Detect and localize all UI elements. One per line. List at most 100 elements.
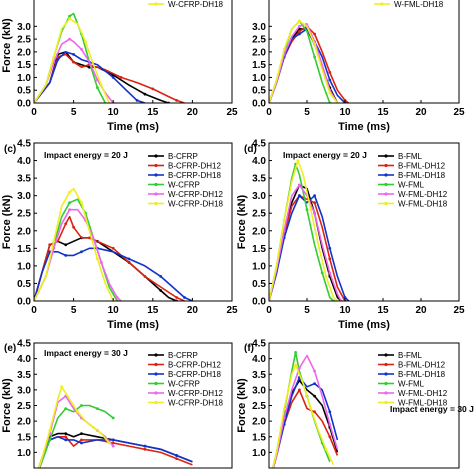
x-axis-label: Time (ms) [107, 319, 159, 331]
y-tick-label: 3.0 [17, 385, 31, 396]
y-tick-label: 4.5 [252, 139, 266, 150]
data-point [298, 32, 301, 36]
legend-marker [384, 372, 388, 376]
data-point [64, 222, 68, 226]
y-tick-label: 2.5 [17, 401, 31, 412]
data-point [80, 432, 83, 435]
data-point [99, 261, 103, 264]
x-tick-label: 5 [71, 305, 77, 316]
legend-entry: B-CFRP [168, 351, 198, 360]
y-tick-label: 3.0 [17, 22, 31, 33]
x-tick-label: 0 [31, 305, 37, 316]
impact-energy-annotation: Impact energy = 20 J [44, 150, 128, 160]
legend-entry: B-FML [398, 351, 423, 360]
data-point [64, 407, 68, 410]
legend-marker [154, 201, 158, 206]
y-tick-label: 1.0 [17, 73, 31, 84]
series-line-c-4 [34, 208, 122, 301]
y-tick-label: 2.5 [17, 209, 31, 220]
data-point [298, 388, 301, 392]
legend-marker [154, 362, 158, 367]
series-line-b-4 [269, 23, 339, 103]
y-tick-label: 0.5 [252, 86, 266, 97]
x-tick-label: 20 [187, 305, 199, 316]
y-tick-label: 2.0 [252, 47, 266, 58]
data-point [68, 14, 71, 18]
data-point [96, 78, 99, 82]
y-tick-label: 2.5 [252, 35, 266, 46]
legend-marker [154, 154, 158, 158]
data-point [111, 438, 115, 442]
data-point [48, 243, 52, 247]
legend: B-FMLB-FML-DH12B-FML-DH18W-FMLW-FML-DH12… [378, 351, 448, 408]
data-point [313, 194, 316, 198]
data-point [64, 435, 68, 439]
data-point [313, 211, 316, 215]
data-point [328, 271, 332, 275]
x-tick-label: 10 [108, 305, 120, 316]
data-point [282, 47, 286, 51]
panel-label: (d) [244, 144, 257, 155]
x-axis-label: Time (ms) [338, 121, 390, 133]
data-point [96, 257, 99, 261]
legend-entry: B-CFRP-DH18 [168, 171, 221, 180]
legend: B-CFRPB-CFRP-DH12B-CFRP-DH18W-CFRPW-CFRP… [148, 152, 224, 209]
x-tick-label: 0 [266, 305, 272, 316]
y-tick-label: 2.5 [17, 35, 31, 46]
panel-b: 0.0 0.5 1.0 1.5 2.02.5 3.0 0 5 10 15 20 25 Time (ms)… [252, 0, 465, 133]
legend-entry: B-CFRP-DH12 [168, 162, 221, 171]
legend-entry: W-FML [398, 380, 425, 389]
panel-c: 0.0 0.5 1.0 1.5 2.0 2.5 3.0 3.5 4.0 4.5 0 5 10 15 20 25… [1, 139, 238, 332]
x-tick-label: 25 [226, 305, 238, 316]
series-line-f-4 [272, 354, 339, 468]
x-tick-label: 15 [147, 305, 159, 316]
data-point [298, 19, 301, 23]
series-group [34, 187, 193, 301]
data-point [159, 289, 163, 292]
legend-entry: W-CFRP-DH18 [168, 200, 224, 209]
y-tick-label: 0.0 [252, 99, 266, 110]
data-point [313, 32, 316, 36]
series-line-c-5 [34, 187, 114, 301]
data-point [282, 407, 286, 410]
legend-marker [384, 163, 388, 168]
data-point [111, 441, 115, 445]
y-axis-label: Force (kN) [236, 194, 248, 249]
data-point [64, 438, 68, 442]
y-axis-label: Force (kN) [1, 18, 13, 73]
legend: B-CFRPB-CFRP-DH12B-CFRP-DH18W-CFRPW-CFRP… [148, 351, 224, 408]
x-tick-label: 5 [304, 107, 310, 118]
y-tick-label: 1.0 [252, 73, 266, 84]
axes-frame [268, 0, 460, 104]
data-point [298, 30, 301, 33]
series-line-a-4 [34, 38, 114, 103]
data-point [294, 363, 297, 367]
legend-marker [154, 353, 158, 357]
data-point [80, 441, 83, 445]
data-point [313, 42, 316, 46]
legend-entry: W-CFRP-DH18 [168, 399, 224, 408]
data-point [52, 239, 56, 243]
y-tick-label: 2.0 [252, 417, 266, 428]
y-tick-label: 4.5 [252, 339, 266, 350]
data-point [88, 236, 91, 240]
data-point [183, 296, 186, 299]
legend-marker [154, 400, 158, 405]
series-line-d-2 [269, 194, 350, 301]
y-tick-label: 3.0 [17, 191, 31, 202]
legend-entry: W-FML-DH12 [398, 389, 448, 398]
data-point [313, 369, 316, 373]
legend-entry: B-CFRP [168, 152, 198, 161]
data-point [328, 257, 332, 261]
data-point [68, 17, 71, 21]
x-tick-label: 25 [453, 107, 465, 118]
series-line-a-5 [34, 17, 110, 103]
y-tick-label: 0.0 [252, 297, 266, 308]
y-axis-label: Force (kN) [1, 194, 13, 249]
data-point [175, 457, 179, 460]
series-group [269, 19, 350, 103]
y-axis-label: Force (kN) [236, 378, 248, 433]
data-point [309, 208, 313, 212]
data-point [72, 225, 75, 229]
data-point [143, 444, 147, 448]
